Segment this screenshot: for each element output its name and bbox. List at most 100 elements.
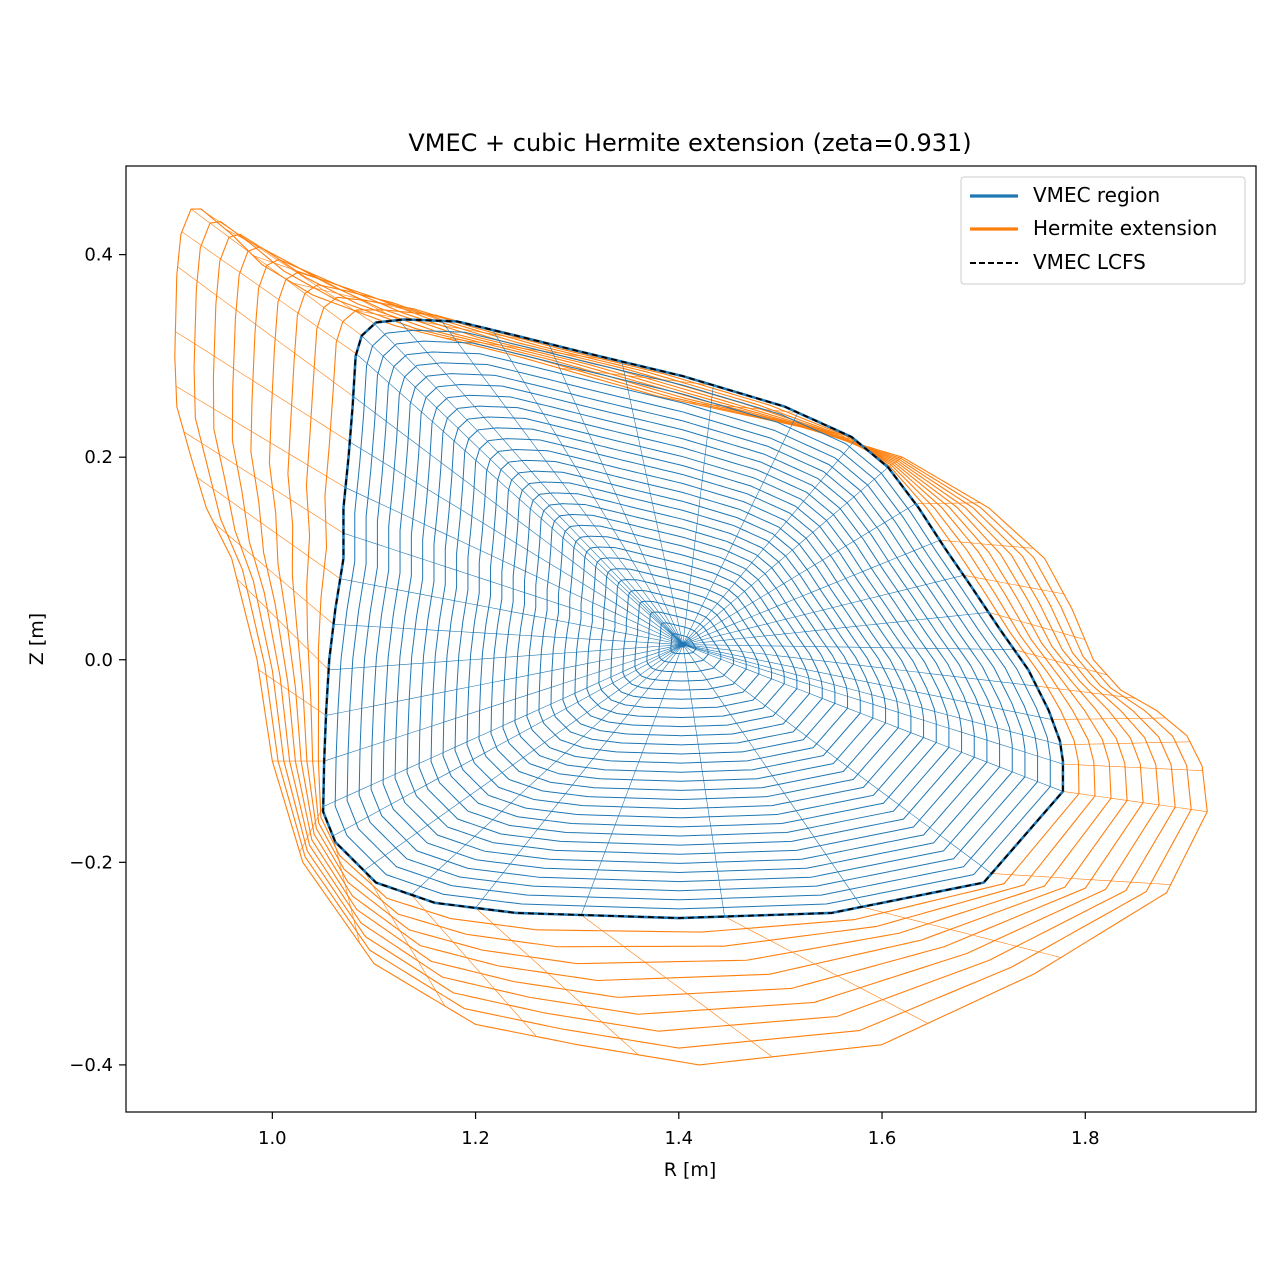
vmec-radial-line: [325, 644, 683, 716]
extension-radial-line: [236, 578, 329, 671]
vmec-radial-line: [682, 574, 964, 645]
legend: VMEC region Hermite extension VMEC LCFS: [960, 176, 1246, 285]
vmec-radial-line: [361, 335, 684, 645]
vmec-radial-line: [682, 539, 940, 645]
chart-title: VMEC + cubic Hermite extension (zeta=0.9…: [408, 129, 971, 157]
extension-radial-line: [724, 916, 928, 1024]
extension-radial-line: [175, 331, 350, 443]
vmec-radial-line: [682, 644, 1037, 687]
extension-radial-line: [1062, 791, 1208, 812]
vmec-radial-line: [323, 644, 683, 807]
extension-radial-line: [258, 669, 327, 716]
vmec-radial-line: [682, 644, 1064, 765]
y-axis-label: Z [m]: [26, 613, 48, 665]
extension-radial-line: [363, 870, 446, 1007]
extension-radial-line: [861, 906, 1061, 958]
extension-radial-line: [988, 612, 1085, 640]
vmec-radial-line: [333, 624, 683, 645]
extension-radial-line: [353, 310, 549, 345]
vmec-radial-line: [682, 412, 799, 645]
vmec-radial-line: [682, 644, 862, 908]
plot-area: [174, 208, 1208, 1066]
x-tick-label: 1.6: [868, 1128, 897, 1149]
extension-radial-line: [177, 266, 354, 397]
extension-radial-line: [963, 574, 1064, 595]
vmec-radial-line: [682, 467, 889, 645]
extension-radial-line: [1060, 741, 1190, 746]
vmec-radial-line: [682, 439, 856, 645]
vmec-radial-line: [345, 487, 683, 645]
vmec-radial-line: [475, 644, 684, 909]
extension-radial-line: [887, 456, 903, 468]
extension-radial-line: [213, 522, 334, 625]
y-tick-label: 0.4: [84, 245, 113, 266]
y-tick-label: 0.2: [84, 447, 113, 468]
legend-label-vmec-region: VMEC region: [1033, 183, 1160, 207]
vmec-radial-line: [548, 343, 684, 645]
vmec-radial-line: [398, 319, 684, 645]
magnetic-axis-point: [679, 641, 686, 648]
vmec-radial-line: [682, 385, 714, 645]
vmec-radial-line: [682, 644, 1064, 792]
vmec-radial-line: [492, 329, 684, 645]
legend-box: [960, 176, 1246, 285]
vmec-radial-line: [356, 353, 684, 645]
vmec-radial-line: [621, 361, 684, 645]
x-axis: 1.0 1.2 1.4 1.6 1.8: [258, 1112, 1100, 1149]
x-tick-label: 1.0: [258, 1128, 287, 1149]
extension-radial-line: [332, 835, 361, 944]
x-tick-label: 1.4: [664, 1128, 693, 1149]
vmec-lcfs-dashed: [322, 318, 1064, 919]
vmec-radial-line: [682, 503, 916, 645]
vmec-radial-line: [682, 644, 1053, 720]
vmec-radial-line: [682, 644, 992, 874]
extension-radial-line: [1052, 717, 1166, 720]
extension-radial-line: [1014, 649, 1108, 676]
vmec-radial-line: [353, 396, 684, 645]
extension-radial-line: [181, 231, 357, 355]
y-tick-label: 0.0: [84, 650, 113, 671]
extension-radial-line: [475, 907, 639, 1055]
vmec-radial-line: [328, 644, 683, 671]
vmec-radial-line: [411, 644, 684, 895]
extension-radial-line: [581, 914, 773, 1058]
vmec-radial-line: [441, 320, 684, 645]
vmec-radial-line: [343, 532, 683, 645]
y-tick-label: −0.4: [69, 1055, 113, 1076]
x-axis-label: R [m]: [664, 1159, 717, 1181]
extension-radial-line: [411, 894, 537, 1037]
extension-radial-line: [686, 402, 798, 413]
vmec-radial-line: [363, 644, 684, 871]
vmec-radial-line: [580, 644, 684, 916]
x-tick-label: 1.2: [461, 1128, 490, 1149]
vmec-radial-line: [682, 644, 725, 917]
x-tick-label: 1.8: [1071, 1128, 1100, 1149]
extension-radial-line: [200, 208, 375, 325]
y-axis: −0.4 −0.2 0.0 0.2 0.4: [69, 245, 126, 1076]
extension-radial-line: [190, 208, 362, 336]
extension-radial-line: [1036, 685, 1136, 699]
vmec-radial-line: [682, 644, 1061, 746]
vmec-radial-line: [682, 612, 989, 645]
extension-radial-line: [299, 806, 324, 853]
legend-label-hermite-extension: Hermite extension: [1033, 216, 1217, 240]
vmec-radial-line: [349, 441, 684, 645]
axes-frame: [125, 165, 1257, 1113]
extension-radial-line: [175, 386, 346, 488]
extension-radial-line: [915, 502, 981, 505]
vmec-radial-line: [340, 578, 683, 645]
extension-radial-line: [183, 431, 344, 534]
extension-radial-line: [1062, 763, 1203, 771]
y-tick-label: −0.2: [69, 852, 113, 873]
extension-radial-line: [252, 255, 442, 322]
extension-radial-line: [443, 337, 622, 362]
vmec-radial-line: [374, 323, 684, 645]
extension-radial-line: [196, 477, 341, 579]
legend-label-vmec-lcfs: VMEC LCFS: [1033, 250, 1146, 274]
extension-radial-line: [991, 873, 1171, 885]
vmec-radial-line: [324, 644, 683, 762]
vmec-radial-line: [332, 644, 684, 837]
extension-radial-line: [939, 539, 1034, 549]
vmec-radial-line: [682, 644, 1015, 650]
